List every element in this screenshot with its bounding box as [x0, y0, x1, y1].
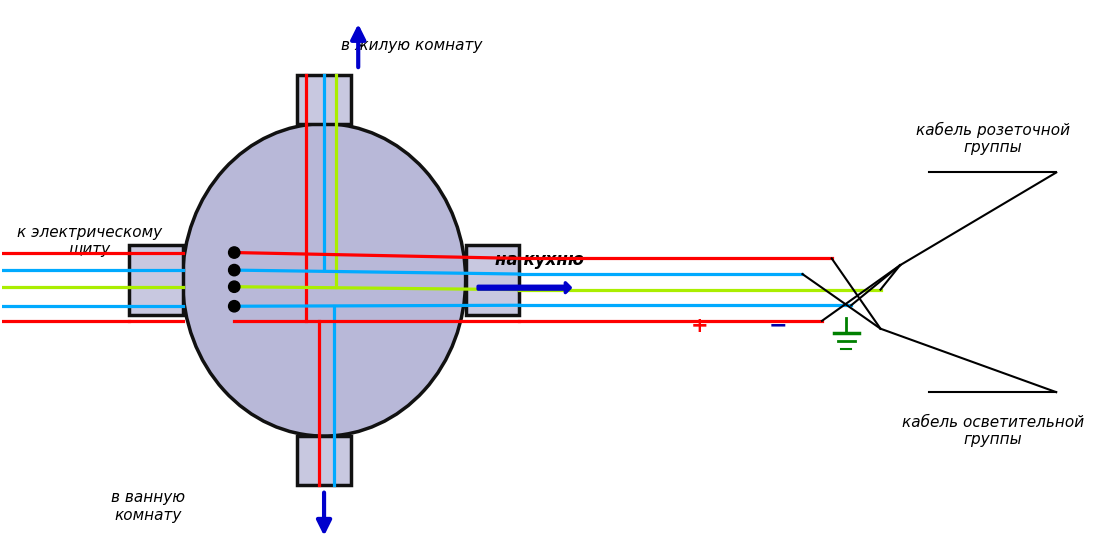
Circle shape: [229, 281, 240, 293]
Bar: [297, 436, 351, 485]
Text: кабель осветительной
группы: кабель осветительной группы: [902, 415, 1084, 447]
Text: в жилую комнату: в жилую комнату: [341, 38, 483, 53]
Circle shape: [229, 301, 240, 312]
Bar: [129, 245, 183, 315]
Circle shape: [229, 247, 240, 258]
Circle shape: [229, 265, 240, 276]
Ellipse shape: [183, 124, 465, 436]
Text: в ванную
комнату: в ванную комнату: [111, 490, 186, 522]
Text: −: −: [769, 316, 788, 336]
Text: на кухню: на кухню: [495, 251, 584, 270]
Text: +: +: [691, 316, 708, 336]
Text: кабель розеточной
группы: кабель розеточной группы: [916, 122, 1070, 155]
Bar: [297, 75, 351, 124]
Text: к электрическому
щиту: к электрическому щиту: [18, 224, 163, 257]
Bar: [465, 245, 519, 315]
